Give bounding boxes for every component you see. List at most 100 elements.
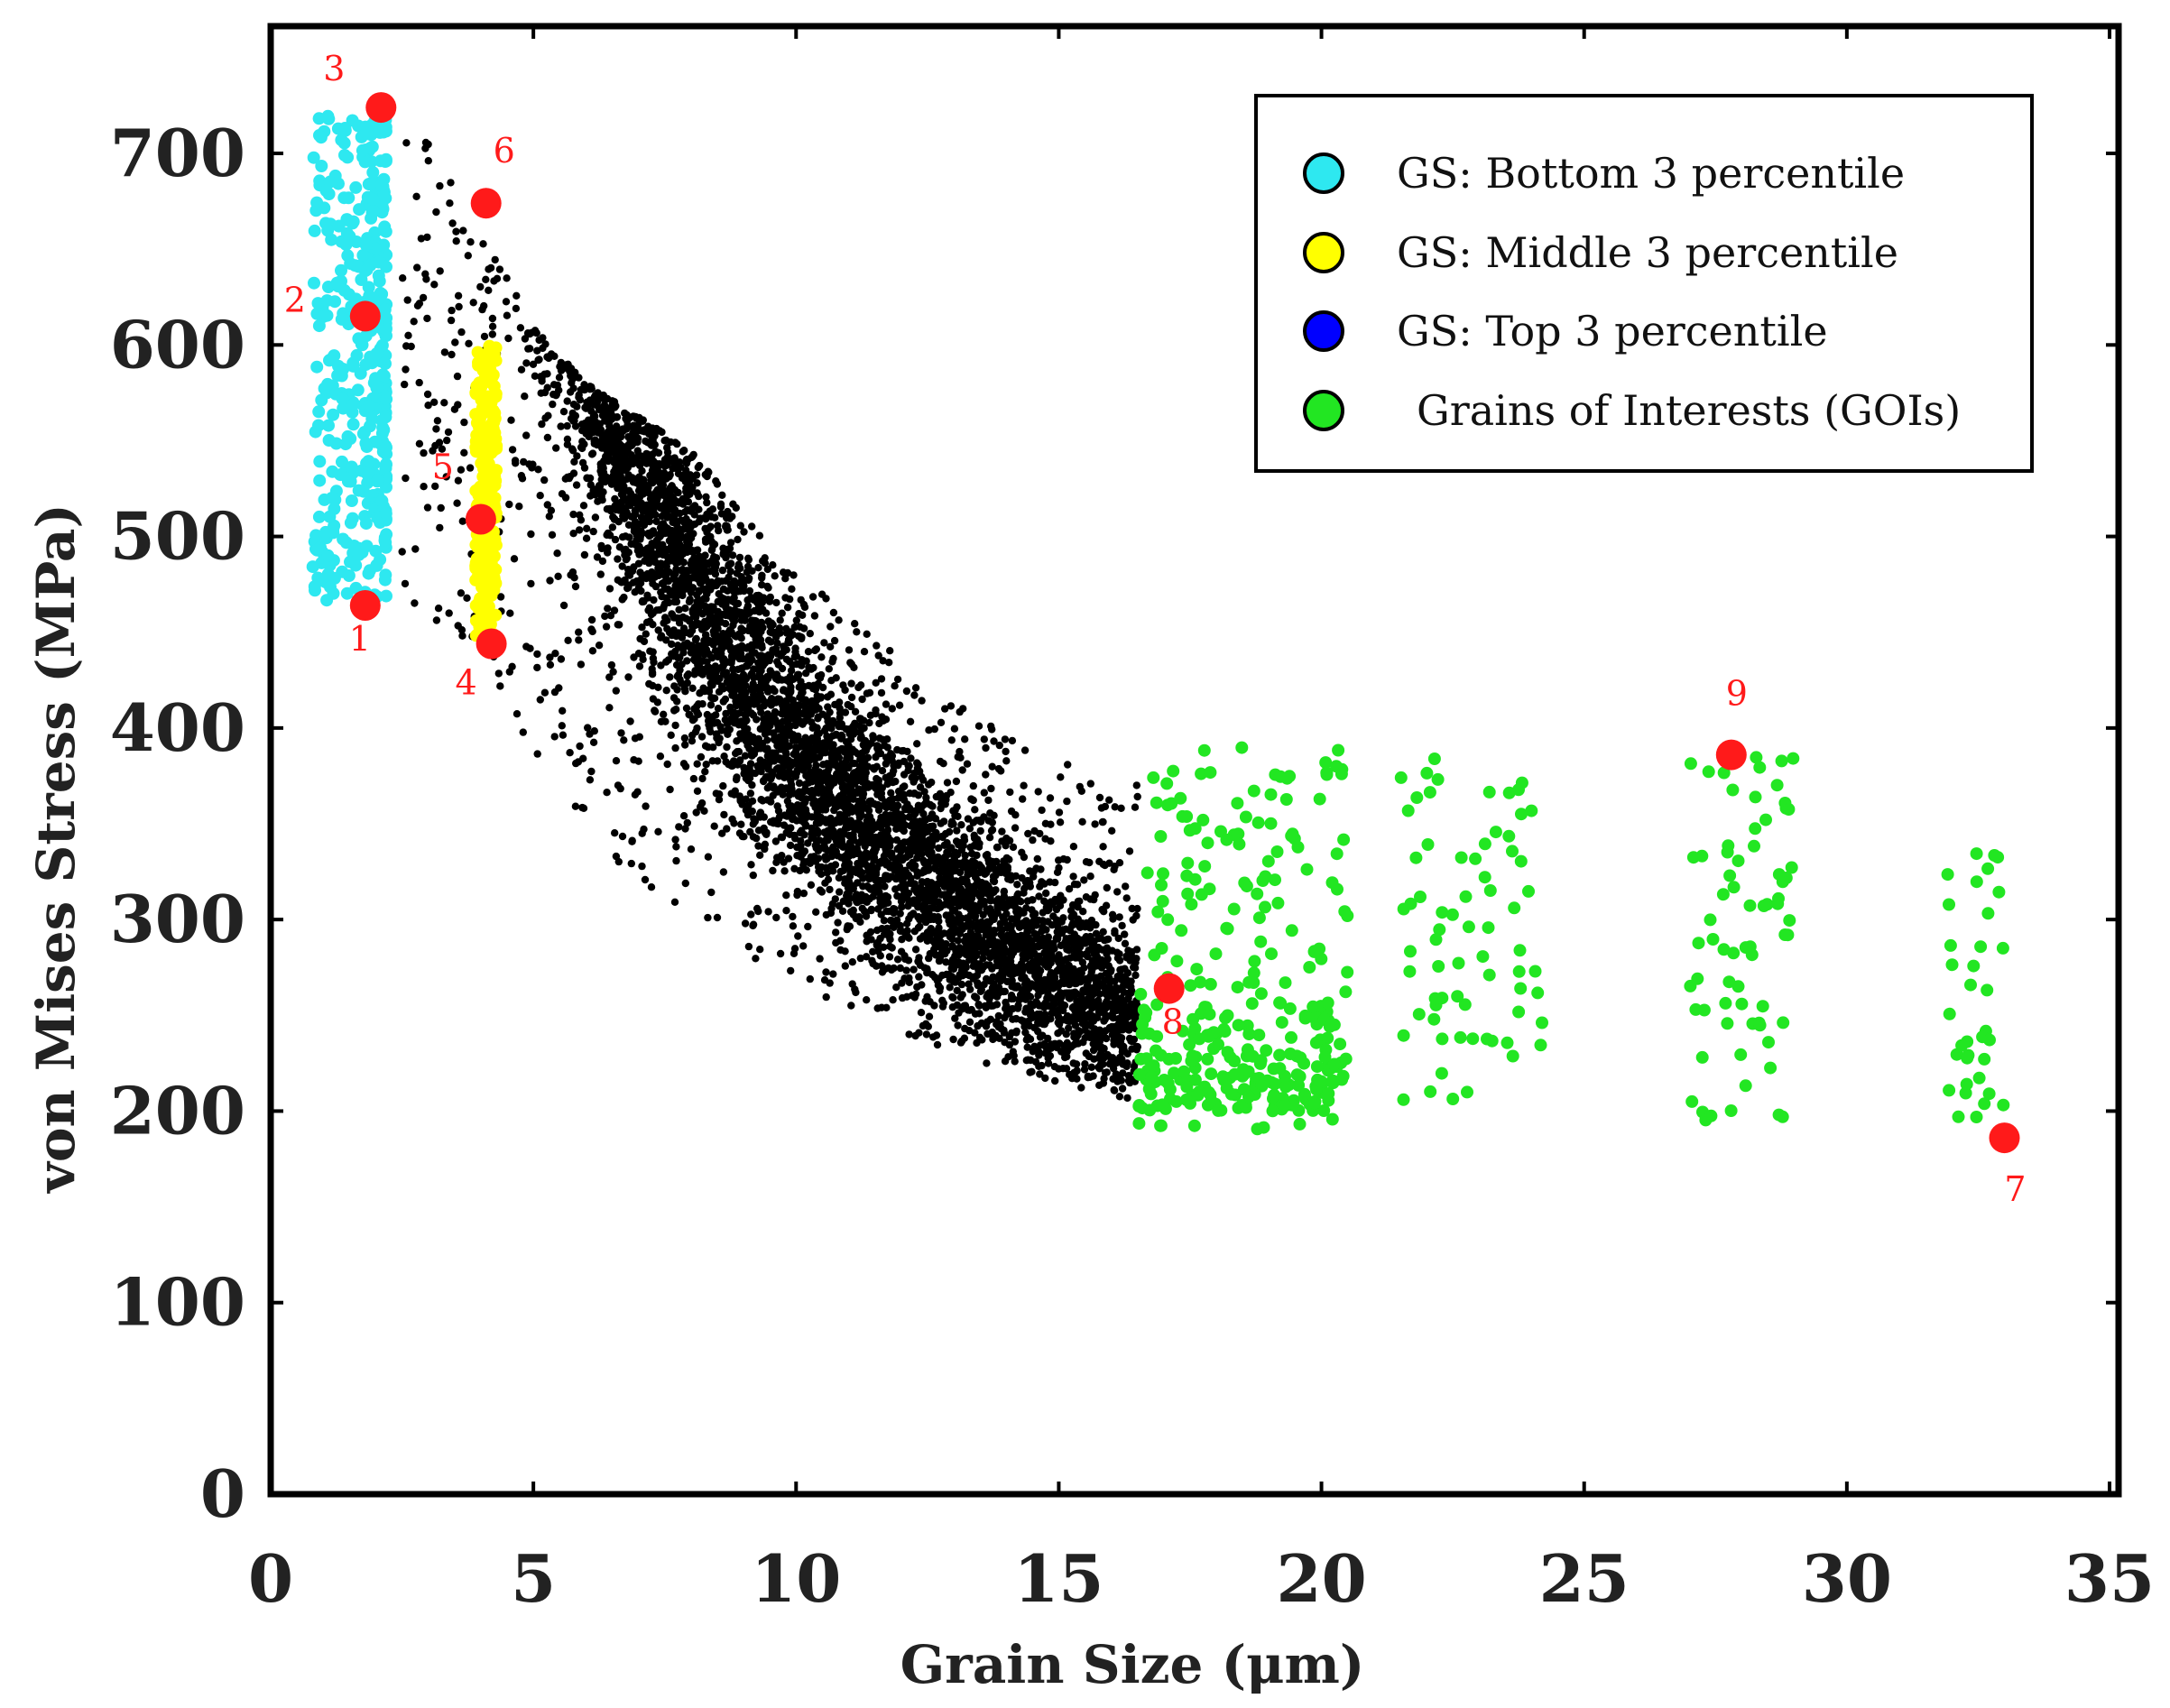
grain-point (736, 522, 744, 530)
grain-point (815, 819, 824, 827)
grain-point (671, 743, 679, 752)
grain-point (835, 901, 844, 910)
grain-point (688, 546, 696, 555)
grain-point (916, 922, 924, 930)
grain-point (1095, 793, 1104, 802)
grain-point (736, 564, 744, 573)
grain-point (965, 825, 974, 833)
grain-point (836, 746, 844, 754)
grain-point (867, 797, 875, 805)
grain-point (617, 442, 626, 450)
grain-point (623, 421, 632, 429)
grain-point (1036, 1033, 1045, 1041)
grain-point (960, 833, 968, 841)
grain-point (578, 444, 586, 453)
grain-point (651, 431, 659, 440)
grain-point (411, 545, 420, 553)
grain-point (874, 946, 882, 956)
grain-point (843, 891, 851, 900)
grain-point (880, 857, 889, 866)
grain-point (704, 913, 712, 922)
grain-point (570, 457, 578, 466)
grain-point (769, 561, 777, 569)
grain-point (1005, 836, 1014, 845)
grain-point (1109, 915, 1117, 923)
grain-point (781, 749, 790, 757)
grain-point (767, 817, 775, 826)
grain-point (954, 884, 962, 893)
grain-point (796, 809, 805, 818)
grain-point (754, 564, 762, 572)
grain-point (748, 522, 756, 531)
grain-point (691, 610, 699, 618)
grain-point (921, 1020, 930, 1029)
grain-point (974, 906, 983, 915)
grain-point (695, 492, 703, 501)
grain-point (759, 557, 767, 565)
grain-point (911, 1031, 919, 1040)
grain-point (611, 494, 619, 503)
grain-point (743, 602, 753, 610)
grain-point (888, 705, 896, 713)
grain-point (572, 481, 581, 489)
grain-point (802, 822, 810, 830)
grain-point (546, 577, 554, 585)
grain-point (787, 758, 796, 766)
grain-point (549, 390, 558, 399)
grain-point (858, 778, 867, 786)
grain-point (480, 332, 489, 341)
grain-point (813, 724, 821, 732)
data-points (306, 109, 2010, 1136)
grain-point (688, 731, 697, 740)
grain-point (943, 848, 951, 856)
grain-point (1074, 897, 1083, 906)
grain-point (933, 890, 941, 898)
grain-point (756, 756, 764, 764)
grain-point (535, 336, 543, 345)
grain-point (821, 845, 829, 853)
grain-point (949, 993, 957, 1002)
grain-point (670, 682, 679, 690)
grain-point (898, 868, 906, 876)
grain-point (583, 398, 591, 406)
grain-point (834, 919, 842, 927)
grain-point (741, 752, 750, 760)
grain-point (990, 929, 998, 938)
grain-point (882, 700, 891, 708)
grain-point (1011, 872, 1020, 881)
grain-point (748, 669, 756, 678)
grain-point (451, 338, 459, 346)
grain-point (746, 789, 755, 798)
grain-point (726, 703, 734, 712)
grain-point (914, 913, 922, 921)
grain-point (740, 528, 748, 536)
grain-point (786, 830, 794, 838)
grain-point (926, 998, 934, 1006)
grain-point (696, 461, 704, 470)
grain-point (485, 265, 493, 273)
grain-point (880, 943, 888, 952)
grain-point (975, 892, 984, 900)
grain-point (771, 716, 780, 724)
grain-point (687, 586, 695, 594)
grain-point (701, 524, 709, 533)
grain-point (858, 695, 866, 704)
grain-point (826, 885, 834, 894)
grain-point (693, 479, 701, 487)
grain-point (1035, 892, 1043, 900)
grain-point (831, 861, 840, 869)
grain-point (1055, 856, 1063, 864)
grain-point (1085, 946, 1093, 955)
grain-point (1008, 976, 1016, 984)
grain-point (864, 807, 873, 815)
grain-point (1063, 855, 1071, 864)
grain-point (651, 488, 660, 496)
grain-point (845, 646, 854, 654)
grain-point (575, 393, 583, 402)
grain-point (923, 826, 931, 835)
grain-point (906, 717, 915, 725)
grain-point (925, 1012, 934, 1020)
grain-point (782, 624, 790, 632)
grain-point (911, 684, 920, 692)
grain-point (822, 796, 831, 804)
